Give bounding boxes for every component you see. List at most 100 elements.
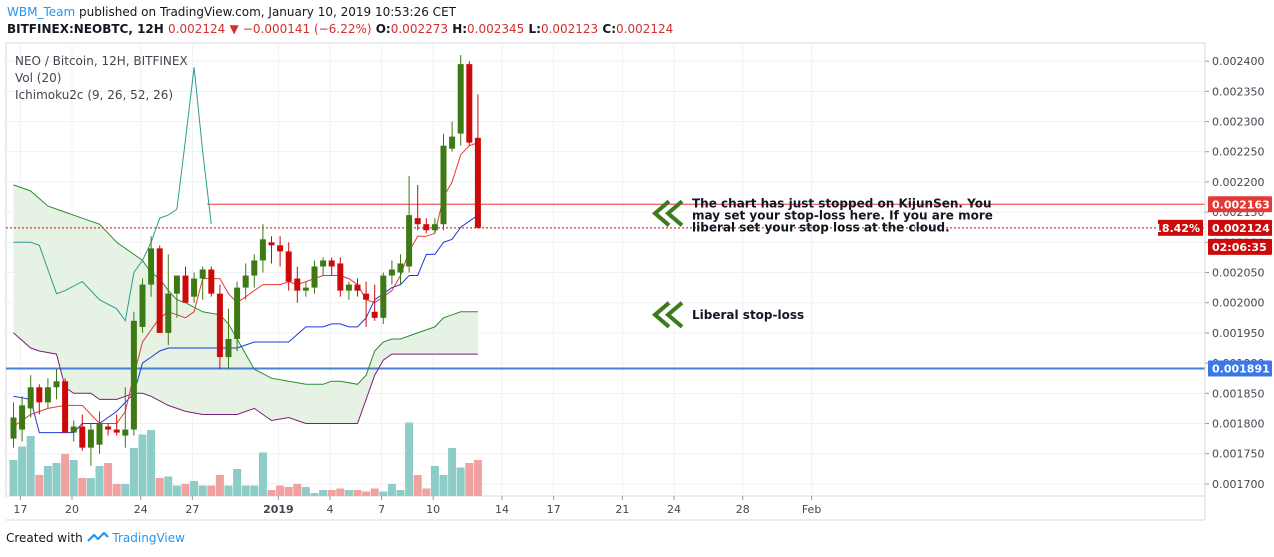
high-value: 0.002345 bbox=[467, 22, 525, 36]
y-tick-label: 0.002200 bbox=[1212, 176, 1265, 189]
y-tick-label: 0.001750 bbox=[1212, 448, 1265, 461]
high-label: H: bbox=[452, 22, 468, 36]
y-tick-label: 0.001800 bbox=[1212, 418, 1265, 431]
kijun-price-badge: 0.002163 bbox=[1212, 198, 1270, 211]
candle-body bbox=[199, 269, 206, 279]
ichimoku-lines bbox=[13, 67, 479, 434]
candle-body bbox=[139, 284, 146, 327]
x-tick-label: 24 bbox=[134, 503, 148, 516]
senkou-span-b-line bbox=[13, 332, 478, 424]
candle-body bbox=[294, 278, 301, 291]
y-tick-label: 0.002300 bbox=[1212, 116, 1265, 129]
x-tick-label: 28 bbox=[736, 503, 750, 516]
volume-bar bbox=[301, 487, 310, 496]
x-tick-label: 17 bbox=[13, 503, 27, 516]
volume-bar bbox=[233, 469, 242, 496]
volume-bar bbox=[207, 485, 216, 496]
volume-bar bbox=[86, 478, 95, 496]
x-tick-label: 7 bbox=[378, 503, 385, 516]
current-price-badge-bg bbox=[1208, 219, 1272, 236]
volume-bar bbox=[104, 463, 113, 496]
candle-body bbox=[234, 287, 241, 339]
annotation-text: Liberal stop-loss bbox=[692, 308, 804, 322]
ichimoku-cloud bbox=[13, 184, 478, 424]
volume-bar bbox=[344, 490, 353, 496]
candle-body bbox=[10, 417, 17, 439]
kijun-price-badge-bg bbox=[1208, 196, 1272, 213]
volume-bar bbox=[439, 475, 448, 496]
legend-vol: Vol (20) bbox=[15, 71, 61, 85]
candle-body bbox=[474, 137, 481, 228]
volume-bar bbox=[276, 485, 285, 496]
volume-bar bbox=[413, 475, 422, 496]
candle-body bbox=[130, 320, 137, 430]
pct-badge: 18.42% bbox=[1154, 222, 1200, 235]
volume-bar bbox=[353, 490, 362, 496]
candle-body bbox=[105, 426, 112, 430]
volume-bar bbox=[241, 485, 250, 496]
pct-badge-bg bbox=[1158, 219, 1203, 236]
candle-body bbox=[423, 224, 430, 231]
candle-body bbox=[440, 145, 447, 225]
symbol-ohlc-line: BITFINEX:NEOBTC, 12H 0.002124 ▼ −0.00014… bbox=[7, 22, 673, 36]
candle-body bbox=[354, 284, 361, 291]
x-tick-label: 2019 bbox=[263, 503, 294, 516]
volume-bar bbox=[258, 452, 267, 496]
x-tick-label: 20 bbox=[65, 503, 79, 516]
volume-bar bbox=[52, 463, 61, 496]
volume-bar bbox=[69, 460, 78, 496]
candle-body bbox=[53, 381, 60, 388]
annotations: The chart has just stopped on KijunSen. … bbox=[651, 196, 993, 329]
annotation-text: may set your stop-loss here. If you are … bbox=[692, 208, 993, 222]
annotation-text: liberal set your stop loss at the cloud. bbox=[692, 220, 950, 234]
countdown-badge-bg bbox=[1208, 238, 1272, 255]
candle-body bbox=[328, 260, 335, 267]
candle-body bbox=[397, 263, 404, 273]
x-tick-label: 4 bbox=[326, 503, 333, 516]
candle-body bbox=[165, 293, 172, 333]
volume-bar bbox=[198, 485, 207, 496]
candle-body bbox=[449, 136, 456, 149]
symbol-line: BITFINEX:NEOBTC, 12H bbox=[7, 22, 164, 36]
volume-bar bbox=[155, 478, 164, 496]
candle-body bbox=[251, 260, 258, 276]
volume-bars bbox=[9, 422, 482, 496]
author-link[interactable]: WBM_Team bbox=[7, 5, 76, 19]
kijun-sen-line bbox=[13, 214, 479, 434]
volume-bar bbox=[78, 478, 87, 496]
volume-bar bbox=[215, 475, 224, 496]
support-price-badge: 0.001891 bbox=[1212, 363, 1270, 376]
candle-body bbox=[371, 311, 378, 318]
candle-body bbox=[182, 275, 189, 303]
published-text: published on TradingView.com, January 10… bbox=[79, 5, 456, 19]
volume-bar bbox=[224, 485, 233, 496]
candle-body bbox=[87, 429, 94, 448]
chevron-left-icon bbox=[651, 199, 671, 227]
volume-bar bbox=[172, 485, 181, 496]
tradingview-link[interactable]: TradingView bbox=[112, 531, 185, 545]
candle-body bbox=[406, 215, 413, 267]
volume-bar bbox=[112, 484, 121, 496]
chart-grid bbox=[5, 42, 1206, 497]
volume-bar bbox=[293, 484, 302, 496]
x-tick-label: 24 bbox=[667, 503, 681, 516]
candle-body bbox=[388, 269, 395, 276]
y-tick-label: 0.002000 bbox=[1212, 297, 1265, 310]
volume-bar bbox=[147, 430, 156, 496]
volume-bar bbox=[319, 490, 328, 496]
volume-bar bbox=[43, 466, 52, 496]
candle-body bbox=[363, 293, 370, 300]
chevron-left-icon bbox=[664, 301, 684, 329]
candle-body bbox=[268, 242, 275, 246]
close-value: 0.002124 bbox=[616, 22, 674, 36]
candle-body bbox=[36, 387, 43, 403]
volume-bar bbox=[327, 490, 336, 496]
open-value: 0.002273 bbox=[390, 22, 448, 36]
volume-bar bbox=[336, 488, 345, 496]
candlesticks bbox=[10, 55, 481, 466]
cloud-fill bbox=[13, 184, 478, 424]
y-tick-label: 0.002400 bbox=[1212, 55, 1265, 68]
candle-body bbox=[148, 248, 155, 285]
candle-body bbox=[259, 239, 266, 261]
